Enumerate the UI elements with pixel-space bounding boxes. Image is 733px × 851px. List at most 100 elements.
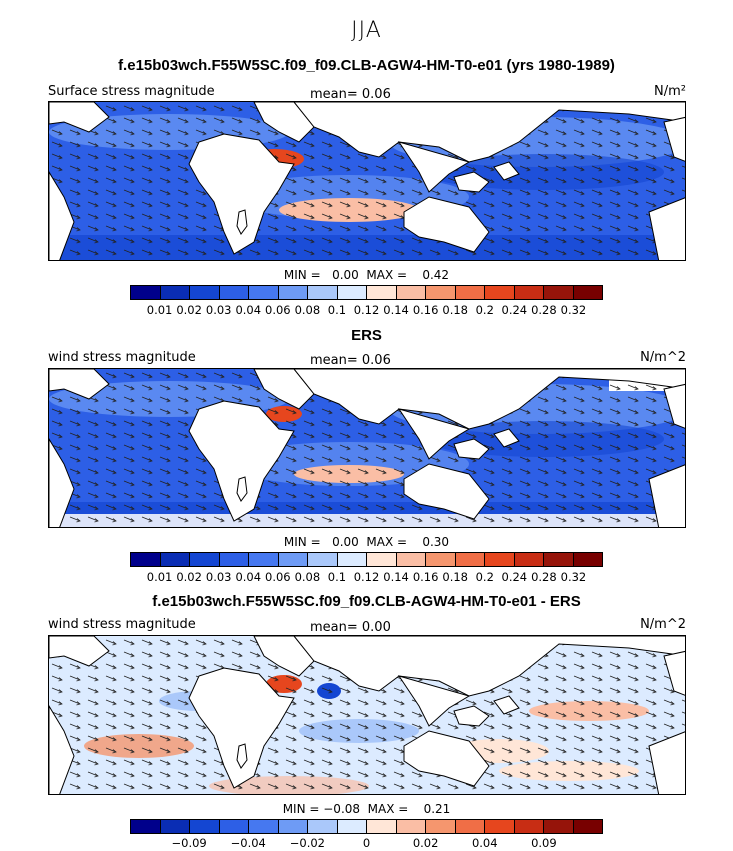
colorbar-swatch xyxy=(249,553,279,566)
colorbar-tick-label: 0.28 xyxy=(531,303,557,317)
panel1-title: f.e15b03wch.F55W5SC.f09_f09.CLB-AGW4-HM-… xyxy=(118,57,615,74)
colorbar-swatch xyxy=(514,820,544,833)
colorbar-swatch xyxy=(160,553,190,566)
colorbar-swatch xyxy=(278,820,308,833)
colorbar-swatch xyxy=(396,286,426,299)
colorbar-tick-label: 0.28 xyxy=(531,570,557,584)
colorbar-swatch xyxy=(426,553,456,566)
colorbar-swatch xyxy=(337,820,367,833)
colorbar-tick-label: 0.09 xyxy=(531,836,557,850)
colorbar-tick-label: 0.04 xyxy=(235,303,262,317)
colorbar-tick-label: 0.08 xyxy=(294,570,321,584)
colorbar-tick-label: 0.24 xyxy=(501,570,528,584)
colorbar-tick-label: 0.02 xyxy=(176,570,202,584)
panel3-map-svg xyxy=(49,636,685,794)
colorbar-tick-label: 0.1 xyxy=(327,570,347,584)
colorbar-tick-label: 0.18 xyxy=(442,303,468,317)
colorbar-swatch xyxy=(219,553,249,566)
panel2-minmax: MIN = 0.00 MAX = 0.30 xyxy=(283,535,450,549)
colorbar-swatch xyxy=(514,553,544,566)
colorbar-tick-label: −0.09 xyxy=(171,836,207,850)
colorbar-swatch xyxy=(396,553,426,566)
panel1-colorbar-ticks: 0.01 0.02 0.03 0.04 0.06 0.08 0.1 0.12 0.14 0.16 0… xyxy=(130,303,603,317)
colorbar-tick-label: 0.2 xyxy=(475,570,494,584)
panel3-title: f.e15b03wch.F55W5SC.f09_f09.CLB-AGW4-HM-… xyxy=(152,593,581,610)
colorbar-tick-label: 0.02 xyxy=(176,303,202,317)
colorbar-tick-label: 0.18 xyxy=(442,570,468,584)
colorbar-swatch xyxy=(367,553,397,566)
panel1-map xyxy=(48,101,686,261)
colorbar-swatch xyxy=(249,820,279,833)
colorbar-tick-label: 0.06 xyxy=(265,570,291,584)
season-title: JJA xyxy=(351,18,382,43)
colorbar-swatch xyxy=(544,553,574,566)
colorbar-swatch xyxy=(485,553,515,566)
colorbar-swatch xyxy=(190,553,220,566)
panel3-units-label: N/m^2 xyxy=(640,617,686,632)
colorbar-tick-label: 0.16 xyxy=(412,303,439,317)
colorbar-swatch xyxy=(249,286,279,299)
colorbar-tick-label: 0.16 xyxy=(412,570,439,584)
colorbar-swatch xyxy=(160,286,190,299)
colorbar-swatch xyxy=(455,553,485,566)
panel3-colorbar xyxy=(130,819,603,834)
colorbar-tick-label: 0.14 xyxy=(383,570,409,584)
colorbar-swatch xyxy=(544,820,574,833)
colorbar-swatch xyxy=(426,820,456,833)
panel3-variable-label: wind stress magnitude xyxy=(48,617,196,632)
colorbar-swatch xyxy=(396,820,426,833)
colorbar-swatch xyxy=(131,286,161,299)
colorbar-tick-label: 0.04 xyxy=(235,570,262,584)
panel2-colorbar xyxy=(130,552,603,567)
panel3-map xyxy=(48,635,686,795)
colorbar-swatch xyxy=(131,820,161,833)
colorbar-swatch xyxy=(573,553,602,566)
colorbar-swatch xyxy=(573,820,602,833)
colorbar-swatch xyxy=(426,286,456,299)
panel2-map xyxy=(48,368,686,528)
colorbar-swatch xyxy=(485,820,515,833)
colorbar-tick-label: 0.04 xyxy=(471,836,498,850)
colorbar-swatch xyxy=(337,286,367,299)
panel2-variable-label: wind stress magnitude xyxy=(48,350,196,365)
panel1-map-svg xyxy=(49,102,685,260)
panel1-variable-label: Surface stress magnitude xyxy=(48,84,215,99)
colorbar-tick-label: 0.01 xyxy=(146,303,173,317)
colorbar-swatch xyxy=(308,286,338,299)
colorbar-tick-label: −0.02 xyxy=(289,836,325,850)
colorbar-swatch xyxy=(219,286,249,299)
colorbar-tick-label: 0.08 xyxy=(294,303,321,317)
colorbar-tick-label: 0.32 xyxy=(560,570,587,584)
colorbar-tick-label: 0.03 xyxy=(205,570,232,584)
colorbar-swatch xyxy=(455,820,485,833)
colorbar-tick-label: 0.12 xyxy=(353,303,380,317)
colorbar-swatch xyxy=(160,820,190,833)
panel1-minmax: MIN = 0.00 MAX = 0.42 xyxy=(283,268,450,282)
panel2-map-svg xyxy=(49,369,685,527)
colorbar-tick-label: 0.2 xyxy=(475,303,494,317)
colorbar-swatch xyxy=(573,286,602,299)
panel2-units-label: N/m^2 xyxy=(640,350,686,365)
colorbar-tick-label: 0.06 xyxy=(265,303,291,317)
panel2-title: ERS xyxy=(351,327,382,344)
colorbar-swatch xyxy=(514,286,544,299)
panel1-colorbar xyxy=(130,285,603,300)
colorbar-tick-label: 0.14 xyxy=(383,303,409,317)
panel2-colorbar-ticks: 0.01 0.02 0.03 0.04 0.06 0.08 0.1 0.12 0.14 0.16 0… xyxy=(130,570,603,584)
panel1-mean-label: mean= 0.06 xyxy=(310,87,391,102)
colorbar-swatch xyxy=(308,820,338,833)
colorbar-tick-label: 0.24 xyxy=(501,303,528,317)
colorbar-swatch xyxy=(190,820,220,833)
colorbar-swatch xyxy=(337,553,367,566)
colorbar-swatch xyxy=(367,820,397,833)
colorbar-tick-label: −0.04 xyxy=(230,836,266,850)
colorbar-swatch xyxy=(278,286,308,299)
colorbar-tick-label: 0.1 xyxy=(327,303,347,317)
colorbar-swatch xyxy=(544,286,574,299)
panel1-units-label: N/m² xyxy=(654,84,686,99)
colorbar-tick-label: 0.01 xyxy=(146,570,173,584)
colorbar-swatch xyxy=(131,553,161,566)
colorbar-tick-label: 0.32 xyxy=(560,303,587,317)
colorbar-tick-label: 0 xyxy=(362,836,371,850)
colorbar-tick-label: 0.12 xyxy=(353,570,380,584)
